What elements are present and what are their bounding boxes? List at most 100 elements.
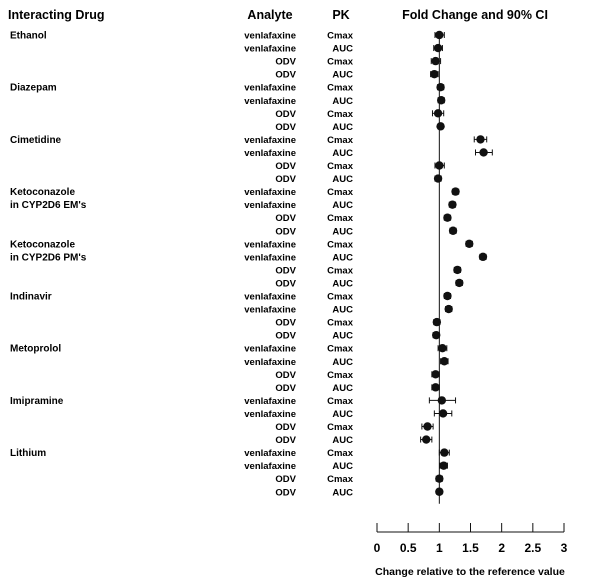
analyte-label: ODV: [275, 174, 296, 185]
pk-label: AUC: [332, 174, 353, 185]
point-estimate: [465, 239, 474, 248]
pk-label: Cmax: [327, 318, 354, 329]
point-estimate: [478, 252, 488, 262]
analyte-label: venlafaxine: [244, 344, 296, 355]
analyte-label: venlafaxine: [244, 44, 296, 55]
analyte-label: ODV: [275, 109, 296, 120]
point-estimate: [455, 278, 464, 288]
analyte-label: ODV: [275, 318, 296, 329]
pk-label: AUC: [332, 200, 353, 211]
point-estimate: [476, 135, 485, 144]
drug-label: in CYP2D6 PM's: [10, 252, 87, 263]
analyte-label: ODV: [275, 487, 296, 498]
point-estimate: [431, 383, 440, 392]
header-interacting-drug: Interacting Drug: [8, 8, 105, 22]
analyte-label: ODV: [275, 383, 296, 394]
point-estimate: [431, 56, 440, 66]
analyte-label: venlafaxine: [244, 239, 296, 250]
drug-label: Diazepam: [10, 83, 57, 94]
analyte-label: venlafaxine: [244, 305, 296, 316]
drug-label: Ketoconazole: [10, 239, 75, 250]
point-estimate: [437, 96, 446, 105]
drug-label: Imipramine: [10, 396, 64, 407]
x-tick-label: 1: [436, 541, 443, 555]
pk-label: AUC: [332, 461, 353, 472]
point-estimate: [433, 43, 443, 53]
analyte-label: venlafaxine: [244, 200, 296, 211]
analyte-label: ODV: [275, 331, 296, 342]
analyte-label: ODV: [275, 70, 296, 81]
pk-label: AUC: [332, 70, 353, 81]
analyte-label: ODV: [275, 265, 296, 276]
x-tick-label: 2: [498, 541, 505, 555]
drug-label: Lithium: [10, 448, 46, 459]
point-estimate: [438, 344, 447, 353]
pk-label: AUC: [332, 148, 353, 159]
x-tick-label: 3: [561, 541, 568, 555]
point-estimate: [448, 200, 457, 209]
analyte-label: venlafaxine: [244, 448, 296, 459]
point-estimate: [431, 370, 440, 379]
analyte-label: venlafaxine: [244, 31, 296, 42]
analyte-label: venlafaxine: [244, 135, 296, 146]
pk-label: Cmax: [327, 213, 354, 224]
header-analyte: Analyte: [247, 8, 292, 22]
analyte-label: ODV: [275, 213, 296, 224]
analyte-label: ODV: [275, 57, 296, 68]
pk-label: Cmax: [327, 448, 354, 459]
pk-label: Cmax: [327, 109, 354, 120]
x-tick-label: 2.5: [524, 541, 541, 555]
drug-label: Ketoconazole: [10, 187, 75, 198]
pk-label: AUC: [332, 331, 353, 342]
pk-label: Cmax: [327, 396, 354, 407]
point-estimate: [422, 435, 431, 444]
header-pk: PK: [332, 8, 349, 22]
pk-label: Cmax: [327, 344, 354, 355]
x-axis-label: Change relative to the reference value: [375, 566, 565, 578]
pk-label: AUC: [332, 226, 353, 237]
pk-label: Cmax: [327, 161, 354, 172]
pk-label: Cmax: [327, 239, 354, 250]
pk-label: Cmax: [327, 292, 354, 303]
point-estimate: [433, 174, 443, 183]
pk-label: AUC: [332, 278, 353, 289]
analyte-label: venlafaxine: [244, 409, 296, 420]
analyte-label: ODV: [275, 226, 296, 237]
header-fold-change: Fold Change and 90% CI: [402, 8, 548, 22]
analyte-label: venlafaxine: [244, 396, 296, 407]
point-estimate: [479, 148, 488, 157]
pk-label: Cmax: [327, 187, 354, 198]
drug-label: Indinavir: [10, 292, 52, 303]
analyte-label: venlafaxine: [244, 187, 296, 198]
x-axis: 0 0.5 1 1.5 2 2.5 3: [374, 523, 568, 555]
x-tick-label: 0: [374, 541, 381, 555]
pk-label: AUC: [332, 44, 353, 55]
analyte-label: venlafaxine: [244, 252, 296, 263]
pk-label: AUC: [332, 383, 353, 394]
point-estimate: [444, 304, 453, 314]
analyte-label: ODV: [275, 474, 296, 485]
analyte-label: venlafaxine: [244, 83, 296, 94]
pk-label: AUC: [332, 305, 353, 316]
pk-label: AUC: [332, 357, 353, 368]
analyte-label: ODV: [275, 122, 296, 133]
analyte-label: ODV: [275, 161, 296, 172]
analyte-label: venlafaxine: [244, 357, 296, 368]
rows-layer: Ethanol venlafaxine Cmax venlafaxine AUC ODV C…: [10, 31, 493, 504]
pk-label: Cmax: [327, 57, 354, 68]
point-estimate: [440, 357, 449, 366]
analyte-label: ODV: [275, 278, 296, 289]
drug-label: Metoprolol: [10, 344, 61, 355]
x-tick-label: 1.5: [462, 541, 479, 555]
analyte-label: venlafaxine: [244, 96, 296, 107]
point-estimate: [453, 265, 462, 275]
drug-label: Ethanol: [10, 31, 47, 42]
point-estimate: [448, 226, 458, 235]
pk-label: AUC: [332, 96, 353, 107]
pk-label: AUC: [332, 435, 353, 446]
point-estimate: [438, 409, 448, 418]
drug-label: in CYP2D6 EM's: [10, 200, 87, 211]
point-estimate: [430, 69, 439, 79]
pk-label: Cmax: [327, 265, 354, 276]
